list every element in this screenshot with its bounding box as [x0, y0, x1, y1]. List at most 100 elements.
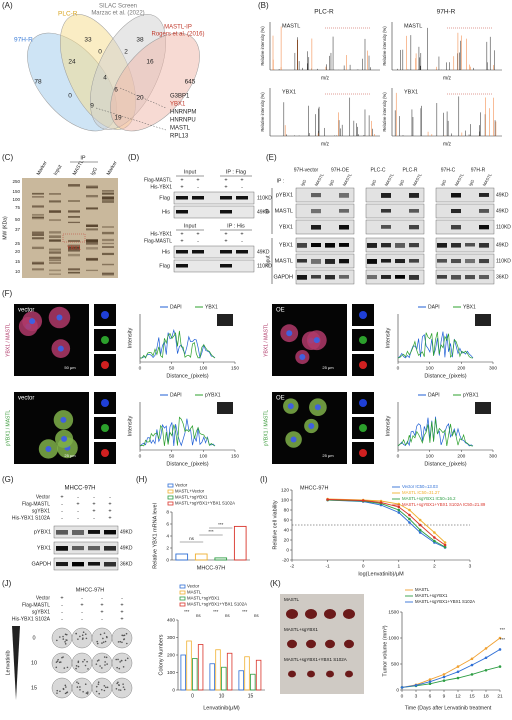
label: MASTL [275, 208, 293, 214]
label: MHCC-97H [300, 485, 328, 491]
label: DAPI [170, 304, 182, 310]
nucleus [290, 436, 297, 443]
venn-count: 38 [136, 37, 144, 44]
y-tick-label: 60 [284, 517, 290, 523]
y-tick-label: 0 [286, 547, 289, 553]
colony [100, 688, 103, 691]
point [498, 665, 502, 668]
colony [77, 661, 80, 664]
label: IgG [90, 167, 99, 177]
gel-band [86, 228, 98, 231]
tumor [325, 639, 335, 649]
blot-band [465, 275, 475, 280]
sign: + [120, 609, 123, 615]
significance: ns [189, 536, 195, 541]
colony [62, 635, 64, 638]
point [408, 508, 411, 512]
label: 110KD [496, 224, 511, 230]
label: MASTL+sgYBX1+YBX1 S102A [284, 657, 347, 662]
thumb-cell [359, 424, 367, 432]
series-line [327, 499, 446, 548]
blot-band [381, 193, 391, 198]
venn-count: 24 [68, 59, 76, 66]
colony [103, 689, 106, 692]
point [442, 679, 446, 682]
inset [217, 314, 233, 326]
dose-label: 15 [31, 685, 37, 691]
label: 97H-C [441, 167, 456, 173]
point [428, 682, 432, 686]
y-tick-label: 500 [391, 661, 399, 667]
blot-band [297, 243, 307, 248]
point [400, 686, 404, 689]
blot [53, 557, 119, 571]
sign: - [61, 609, 63, 615]
y-tick-label: 1500 [388, 609, 399, 615]
point [408, 517, 411, 521]
label: IgG [327, 179, 335, 187]
sign: + [92, 508, 95, 514]
blot-band [479, 243, 489, 248]
label: sgYBX1 [32, 609, 50, 615]
venn-count: 78 [34, 79, 42, 86]
blot [173, 191, 255, 205]
label: MASTL+sgYBX1+YBX1 S102A [175, 501, 235, 506]
colony [85, 637, 88, 640]
blot-band [381, 243, 391, 248]
venn-count: 16 [146, 59, 154, 66]
label: His-YBX1 [150, 184, 172, 190]
tumor [326, 670, 334, 678]
colony [126, 642, 128, 645]
profile-line [140, 330, 216, 359]
panel-label: (G) [2, 475, 14, 484]
colony [101, 667, 103, 669]
gel-band [102, 196, 114, 200]
blot-band [311, 243, 321, 248]
label: IgG [397, 179, 405, 187]
mw-label: 37 [15, 227, 21, 232]
colony [56, 689, 59, 692]
sign: - [61, 501, 63, 507]
gel-band [49, 251, 61, 254]
bar [215, 649, 221, 691]
colony [64, 684, 67, 687]
nucleus [308, 422, 315, 429]
label: YBX1 [463, 304, 476, 310]
x-tick-label: 0 [139, 365, 142, 371]
blot-band [220, 210, 232, 214]
sign: + [180, 231, 183, 237]
tumor [287, 639, 297, 649]
blot-band [381, 209, 391, 213]
label: pYBX1 [276, 192, 293, 198]
gel-band [49, 200, 61, 203]
profile-line [139, 328, 216, 360]
label: vector [18, 308, 34, 314]
gel-band [49, 210, 61, 213]
point [414, 684, 418, 687]
label: YBX1 [279, 242, 293, 248]
label: 110KD [496, 258, 511, 264]
tumor [324, 609, 336, 619]
point [442, 673, 446, 676]
panel-label: (K) [270, 579, 281, 588]
gel-band [102, 198, 114, 202]
gel-band [102, 190, 114, 192]
colony [122, 683, 124, 685]
nucleus [299, 354, 306, 361]
x-tick-label: 100 [199, 365, 207, 371]
sign: - [81, 616, 83, 622]
sign: + [224, 238, 227, 244]
venn-count: 2 [124, 49, 128, 56]
label: m/z [321, 141, 330, 147]
blot-band [367, 275, 377, 280]
gel-band [49, 235, 61, 239]
blot-band [297, 275, 307, 280]
venn-count: 9 [90, 103, 94, 110]
gel-band [86, 257, 98, 261]
colony [99, 665, 101, 667]
point [456, 665, 460, 668]
thumb-cell [359, 449, 367, 457]
point [408, 513, 411, 517]
venn-count: 645 [185, 79, 196, 86]
tumor [305, 609, 317, 619]
